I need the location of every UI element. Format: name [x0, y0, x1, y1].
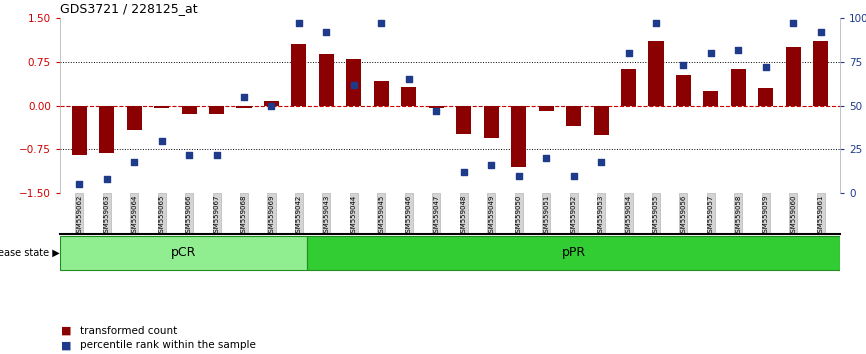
Bar	[675, 75, 691, 105]
Bar	[264, 101, 279, 105]
Point	[786, 21, 800, 26]
Point	[512, 173, 526, 178]
Point	[759, 64, 772, 70]
Bar	[72, 105, 87, 155]
Point	[155, 138, 169, 143]
Bar	[99, 105, 114, 153]
Point	[72, 181, 86, 187]
Bar	[401, 87, 417, 105]
Bar	[731, 69, 746, 105]
Point	[347, 82, 361, 87]
Bar	[813, 41, 828, 105]
Bar	[539, 105, 553, 111]
Bar	[456, 105, 471, 133]
Point	[814, 29, 828, 35]
Text: transformed count: transformed count	[80, 326, 177, 336]
Point	[649, 21, 662, 26]
Bar	[429, 105, 443, 108]
Bar	[154, 105, 169, 108]
Text: pPR: pPR	[561, 246, 585, 259]
Text: ■: ■	[61, 326, 71, 336]
Point	[456, 169, 470, 175]
Point	[127, 159, 141, 164]
Bar	[319, 54, 334, 105]
Text: pCR: pCR	[171, 246, 197, 259]
Point	[704, 50, 718, 56]
Text: disease state ▶: disease state ▶	[0, 248, 60, 258]
Point	[320, 29, 333, 35]
Point	[676, 62, 690, 68]
Point	[732, 47, 746, 52]
Bar	[182, 105, 197, 114]
Bar	[483, 105, 499, 138]
Point	[182, 152, 196, 157]
Point	[210, 152, 223, 157]
Bar	[126, 105, 142, 130]
Point	[402, 76, 416, 82]
Bar	[785, 47, 801, 105]
Bar	[649, 41, 663, 105]
Bar	[307, 236, 840, 270]
Point	[237, 94, 251, 99]
Point	[594, 159, 608, 164]
Bar	[703, 91, 719, 105]
Point	[622, 50, 636, 56]
Point	[484, 162, 498, 168]
Text: ■: ■	[61, 340, 71, 350]
Bar	[236, 105, 251, 108]
Bar	[511, 105, 527, 167]
Bar	[209, 105, 224, 114]
Point	[374, 21, 388, 26]
Text: GDS3721 / 228125_at: GDS3721 / 228125_at	[60, 2, 197, 16]
Text: percentile rank within the sample: percentile rank within the sample	[80, 340, 255, 350]
Point	[540, 155, 553, 161]
Bar	[346, 59, 361, 105]
Bar	[374, 81, 389, 105]
Bar	[759, 88, 773, 105]
Point	[430, 108, 443, 114]
Point	[292, 21, 306, 26]
Bar	[291, 44, 307, 105]
Point	[566, 173, 580, 178]
Point	[100, 176, 113, 182]
Bar	[566, 105, 581, 126]
Bar	[60, 236, 307, 270]
Point	[264, 103, 278, 108]
Bar	[621, 69, 636, 105]
Bar	[593, 105, 609, 135]
